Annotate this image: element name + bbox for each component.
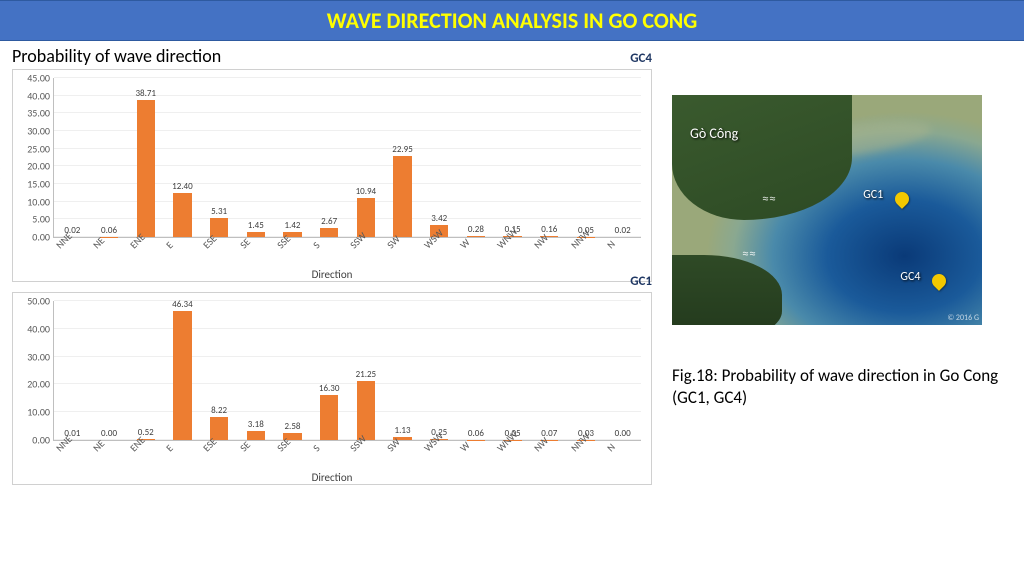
ytick: 40.00 [16,322,50,335]
xtick: E [163,442,176,455]
map-credit: © 2016 G [947,313,979,323]
map-location-label: Gò Công [690,125,738,142]
page-header: WAVE DIRECTION ANALYSIS IN GO CONG [0,0,1024,41]
xtick: S [310,442,322,454]
header-title: WAVE DIRECTION ANALYSIS IN GO CONG [327,7,698,34]
pin-label: GC4 [900,270,920,284]
bar-E: 46.34 [173,311,191,440]
ytick: 10.00 [16,195,50,208]
bar-value: 38.71 [135,88,156,99]
charts-column: Probability of wave direction GC4 P(%) 0… [12,45,652,495]
bar-value: 0.00 [615,428,631,439]
ytick: 20.00 [16,160,50,173]
bar-value: 5.31 [211,206,227,217]
ytick: 40.00 [16,89,50,102]
xtick: N [604,440,618,454]
bar-value: 46.34 [172,299,193,310]
right-column: ≈≈ ≈≈ Gò Công GC1GC4 © 2016 G Fig.18: Pr… [652,45,1012,495]
bar-value: 0.06 [101,225,117,236]
ytick: 25.00 [16,142,50,155]
ytick: 15.00 [16,178,50,191]
bar-value: 12.40 [172,181,193,192]
ytick: 30.00 [16,350,50,363]
bar-value: 16.30 [319,383,340,394]
ytick: 45.00 [16,72,50,85]
bar-SE: 3.18 [247,431,265,440]
subtitle: Probability of wave direction [12,45,652,67]
pin-label: GC1 [863,188,883,202]
xtick: SE [237,438,253,454]
ytick: 30.00 [16,125,50,138]
ytick: 10.00 [16,406,50,419]
bar-value: 1.42 [284,220,300,231]
bar-ENE: 38.71 [137,100,155,237]
ytick: 0.00 [16,231,50,244]
location-map: ≈≈ ≈≈ Gò Công GC1GC4 © 2016 G [672,95,982,325]
content-area: Probability of wave direction GC4 P(%) 0… [0,41,1024,495]
bar-W: 0.28 [467,236,485,237]
bar-value: 1.13 [395,425,411,436]
map-pin-GC1: GC1 [895,192,909,206]
ytick: 5.00 [16,213,50,226]
bar-E: 12.40 [173,193,191,237]
chart-gc4: GC4 P(%) 0.005.0010.0015.0020.0025.0030.… [12,69,652,282]
ytick: 35.00 [16,107,50,120]
ytick: 20.00 [16,378,50,391]
chart-gc4-ylabel: P(%) [0,165,2,185]
bar-value: 0.28 [468,224,484,235]
bar-value: 8.22 [211,405,227,416]
bar-value: 10.94 [356,186,377,197]
bar-S: 2.67 [320,228,338,237]
figure-caption: Fig.18: Probability of wave direction in… [672,365,1012,409]
chart-gc1: GC1 P(%) 0.0010.0020.0030.0040.0050.000.… [12,292,652,485]
bar-value: 0.00 [101,428,117,439]
xtick: E [163,239,176,252]
bar-value: 3.42 [431,213,447,224]
map-pin-GC4: GC4 [932,274,946,288]
bar-value: 1.45 [248,220,264,231]
bar-SE: 1.45 [247,232,265,237]
xtick: W [457,236,472,251]
bar-value: 0.02 [615,225,631,236]
xtick: W [457,439,472,454]
ytick: 50.00 [16,295,50,308]
ytick: 0.00 [16,434,50,447]
bar-S: 16.30 [320,395,338,440]
bar-value: 22.95 [392,144,413,155]
xtick: S [310,239,322,251]
bar-SW: 22.95 [393,156,411,237]
bar-value: 3.18 [248,419,264,430]
chart-gc1-label: GC1 [630,274,652,289]
bar-value: 2.58 [284,421,300,432]
xtick: N [604,237,618,251]
bar-value: 2.67 [321,216,337,227]
bar-value: 21.25 [356,369,377,380]
xtick: SE [237,235,253,251]
chart-gc1-ylabel: P(%) [0,378,2,398]
bar-value: 0.06 [468,428,484,439]
chart-gc4-label: GC4 [630,51,652,66]
